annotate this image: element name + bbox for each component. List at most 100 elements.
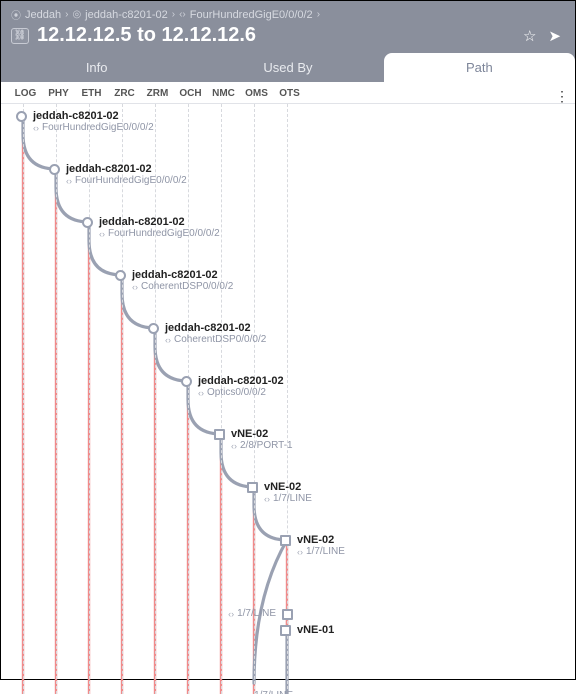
node-name: jeddah-c8201-02	[33, 110, 154, 122]
node-label: jeddah-c8201-02‹›FourHundredGigE0/0/0/2	[99, 216, 220, 239]
path-node[interactable]: jeddah-c8201-02‹›CoherentDSP0/0/0/2	[148, 322, 266, 345]
node-name: jeddah-c8201-02	[66, 163, 187, 175]
breadcrumb-port[interactable]: FourHundredGigE0/0/0/2	[190, 9, 313, 21]
node-sub: ‹›1/7/LINE	[264, 493, 312, 504]
port-icon: ‹›	[297, 547, 303, 557]
tabs: Info Used By Path	[1, 53, 575, 82]
node-sub: ‹›1/7/LINE	[228, 608, 276, 619]
layer-ots[interactable]: OTS	[273, 88, 306, 99]
path-node[interactable]: ‹›1/7/LINE	[245, 690, 293, 694]
node-sub: ‹›CoherentDSP0/0/0/2	[132, 281, 233, 292]
port-icon: ‹›	[33, 123, 39, 133]
node-label: jeddah-c8201-02‹›Optics0/0/0/2	[198, 375, 284, 398]
path-node[interactable]: jeddah-c8201-02‹›FourHundredGigE0/0/0/2	[49, 163, 187, 186]
circle-marker-icon	[115, 270, 126, 281]
tab-path[interactable]: Path	[384, 53, 575, 82]
layer-log[interactable]: LOG	[9, 88, 42, 99]
node-sub: ‹›1/7/LINE	[245, 690, 293, 694]
layer-oms[interactable]: OMS	[240, 88, 273, 99]
node-name: vNE-02	[231, 428, 293, 440]
gridline	[221, 104, 222, 694]
square-marker-icon	[247, 482, 258, 493]
circle-marker-icon	[181, 376, 192, 387]
kebab-icon[interactable]: ⋮	[555, 88, 569, 105]
node-label: ‹›1/7/LINE	[228, 608, 276, 619]
path-node[interactable]: jeddah-c8201-02‹›CoherentDSP0/0/0/2	[115, 269, 233, 292]
chevron-icon: ›	[65, 9, 68, 20]
circle-marker-icon	[49, 164, 60, 175]
gridline	[287, 104, 288, 694]
gridline	[122, 104, 123, 694]
square-marker-icon	[280, 535, 291, 546]
page-title: 12.12.12.5 to 12.12.12.6	[37, 24, 256, 47]
gridline	[56, 104, 57, 694]
layer-zrm[interactable]: ZRM	[141, 88, 174, 99]
path-node[interactable]: vNE-01	[280, 624, 334, 636]
layer-och[interactable]: OCH	[174, 88, 207, 99]
path-node[interactable]: jeddah-c8201-02‹›Optics0/0/0/2	[181, 375, 284, 398]
node-label: vNE-02‹›2/8/PORT-1	[231, 428, 293, 451]
node-label: vNE-02‹›1/7/LINE	[264, 481, 312, 504]
layer-bar: LOGPHYETHZRCZRMOCHNMCOMSOTS ⋮	[1, 82, 575, 104]
node-sub: ‹›1/7/LINE	[297, 546, 345, 557]
node-label: vNE-02‹›1/7/LINE	[297, 534, 345, 557]
path-node[interactable]: jeddah-c8201-02‹›FourHundredGigE0/0/0/2	[16, 110, 154, 133]
link-icon: ⛓	[11, 28, 29, 44]
layer-eth[interactable]: ETH	[75, 88, 108, 99]
breadcrumb-device[interactable]: jeddah-c8201-02	[85, 9, 168, 21]
location-icon: ⦿	[11, 7, 21, 22]
node-sub: ‹›CoherentDSP0/0/0/2	[165, 334, 266, 345]
square-marker-icon	[280, 625, 291, 636]
node-label: vNE-01	[297, 624, 334, 636]
node-sub: ‹›FourHundredGigE0/0/0/2	[33, 122, 154, 133]
node-sub: ‹›FourHundredGigE0/0/0/2	[99, 228, 220, 239]
chevron-icon: ›	[317, 9, 320, 20]
path-svg	[1, 104, 575, 694]
node-sub: ‹›Optics0/0/0/2	[198, 387, 284, 398]
gridline	[155, 104, 156, 694]
star-icon[interactable]: ☆	[523, 27, 536, 45]
layer-phy[interactable]: PHY	[42, 88, 75, 99]
node-name: jeddah-c8201-02	[132, 269, 233, 281]
port-icon: ‹›	[198, 388, 204, 398]
path-node[interactable]: vNE-02‹›2/8/PORT-1	[214, 428, 293, 451]
node-label: jeddah-c8201-02‹›FourHundredGigE0/0/0/2	[33, 110, 154, 133]
port-icon: ‹›	[264, 494, 270, 504]
gridline	[188, 104, 189, 694]
layer-zrc[interactable]: ZRC	[108, 88, 141, 99]
node-sub: ‹›FourHundredGigE0/0/0/2	[66, 175, 187, 186]
node-name: vNE-02	[297, 534, 345, 546]
titlebar: ⛓ 12.12.12.5 to 12.12.12.6 ☆ ➤	[11, 22, 565, 53]
node-sub: ‹›2/8/PORT-1	[231, 440, 293, 451]
tab-info[interactable]: Info	[1, 53, 192, 82]
path-node[interactable]: ‹›1/7/LINE	[228, 608, 293, 620]
node-name: vNE-02	[264, 481, 312, 493]
node-name: vNE-01	[297, 624, 334, 636]
breadcrumb: ⦿ Jeddah › ◎ jeddah-c8201-02 › ‹› FourHu…	[11, 7, 565, 22]
circle-marker-icon	[148, 323, 159, 334]
circle-marker-icon	[82, 217, 93, 228]
send-icon[interactable]: ➤	[548, 27, 561, 45]
gridline	[89, 104, 90, 694]
gridline	[23, 104, 24, 694]
node-name: jeddah-c8201-02	[198, 375, 284, 387]
node-name: jeddah-c8201-02	[99, 216, 220, 228]
square-marker-icon	[214, 429, 225, 440]
tab-used-by[interactable]: Used By	[192, 53, 383, 82]
port-icon: ‹›	[99, 229, 105, 239]
device-icon: ◎	[72, 9, 81, 20]
node-label: jeddah-c8201-02‹›FourHundredGigE0/0/0/2	[66, 163, 187, 186]
breadcrumb-location[interactable]: Jeddah	[25, 9, 61, 21]
port-icon: ‹›	[228, 609, 234, 619]
chevron-icon: ›	[172, 9, 175, 20]
node-name: jeddah-c8201-02	[165, 322, 266, 334]
path-node[interactable]: vNE-02‹›1/7/LINE	[247, 481, 312, 504]
layer-nmc[interactable]: NMC	[207, 88, 240, 99]
path-node[interactable]: jeddah-c8201-02‹›FourHundredGigE0/0/0/2	[82, 216, 220, 239]
port-icon: ‹›	[165, 335, 171, 345]
node-label: jeddah-c8201-02‹›CoherentDSP0/0/0/2	[165, 322, 266, 345]
path-canvas: jeddah-c8201-02‹›FourHundredGigE0/0/0/2j…	[1, 104, 575, 694]
circle-marker-icon	[16, 111, 27, 122]
path-node[interactable]: vNE-02‹›1/7/LINE	[280, 534, 345, 557]
gridline	[254, 104, 255, 694]
